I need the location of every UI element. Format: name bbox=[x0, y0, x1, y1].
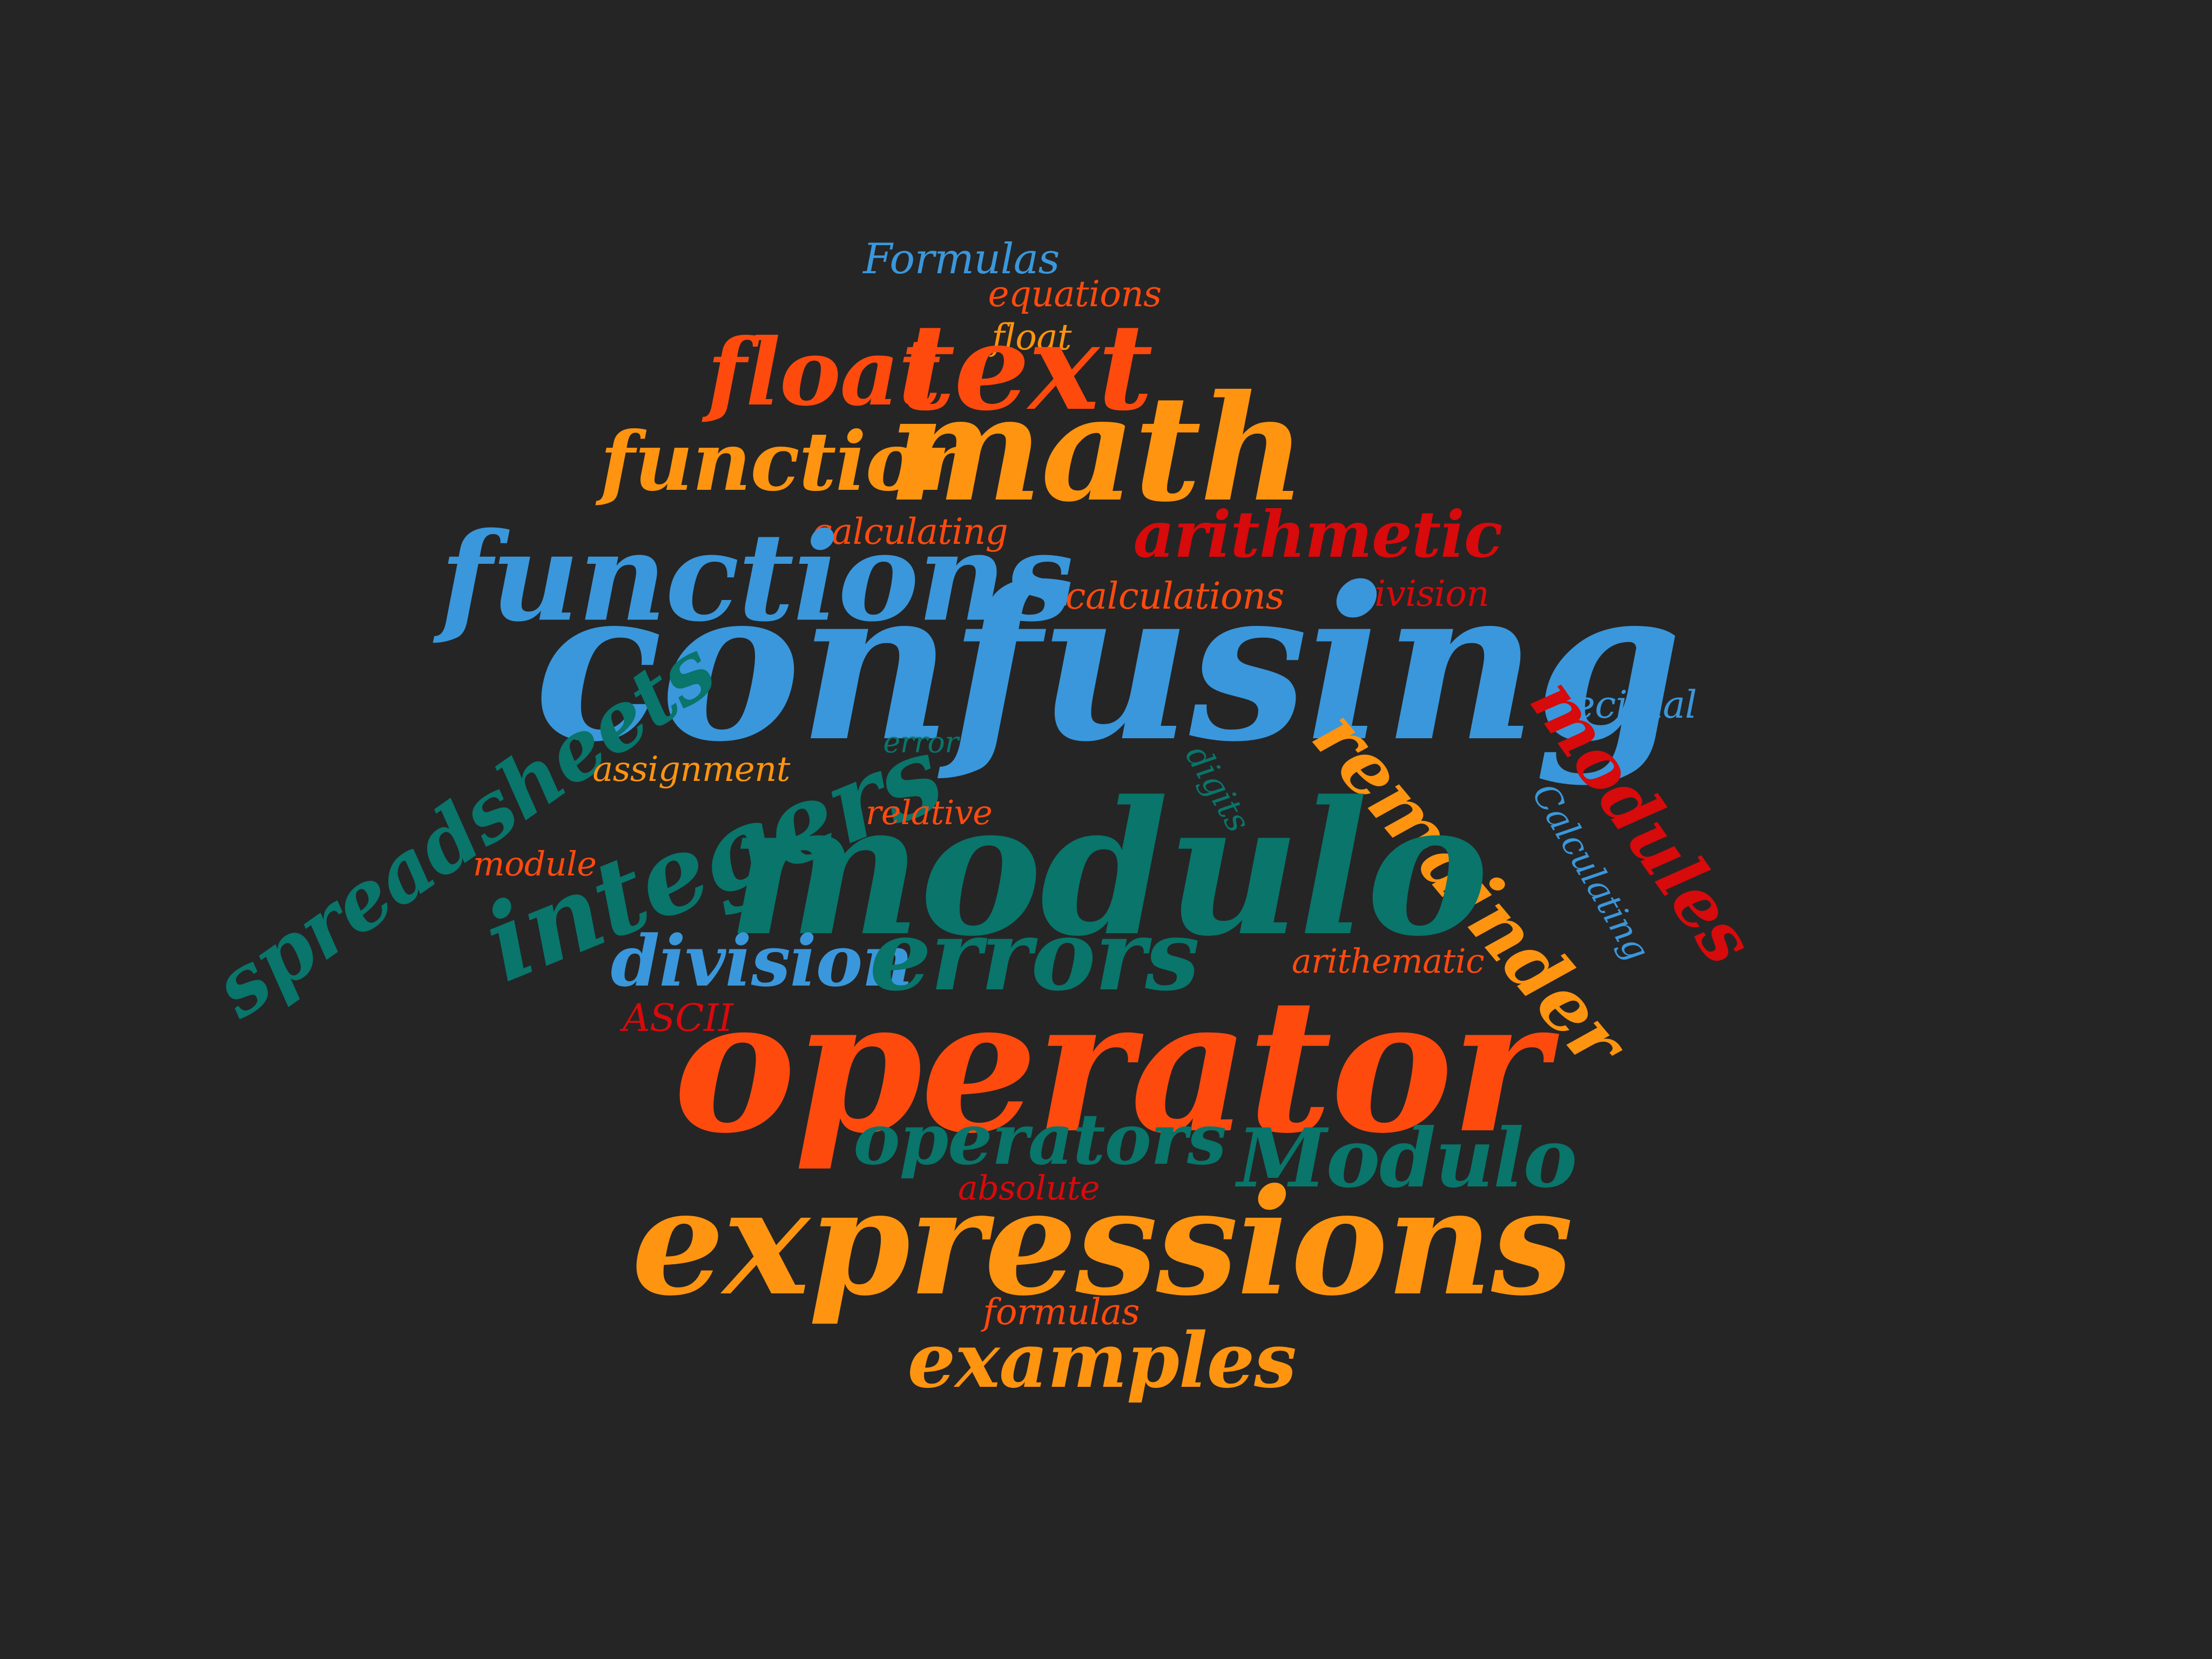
word-modulo: modulo bbox=[727, 761, 1488, 977]
word-ascii: ASCII bbox=[623, 996, 733, 1040]
word-calculating: calculating bbox=[812, 511, 1008, 552]
word-modulo-upper: Modulo bbox=[1237, 1111, 1577, 1206]
word-confusing: confusing bbox=[534, 541, 1682, 788]
word-relative: relative bbox=[865, 793, 993, 832]
word-error: error bbox=[883, 725, 959, 759]
word-math: math bbox=[888, 362, 1306, 534]
word-float: float bbox=[707, 319, 941, 427]
word-formulas-upper: Formulas bbox=[863, 235, 1060, 284]
word-equations: equations bbox=[988, 273, 1162, 315]
word-examples: examples bbox=[907, 1317, 1297, 1405]
word-arithmetic: arithmetic bbox=[1133, 497, 1502, 572]
word-division-upper: Division bbox=[1346, 573, 1489, 615]
word-operator: operator bbox=[673, 959, 1548, 1174]
word-text: text bbox=[900, 297, 1153, 437]
word-formulas: formulas bbox=[983, 1291, 1140, 1333]
word-calculations: calculations bbox=[1065, 575, 1284, 618]
word-functions: functions bbox=[440, 506, 1074, 649]
word-assignment: assignment bbox=[592, 750, 790, 790]
word-expressions: expressions bbox=[631, 1156, 1574, 1328]
word-operators: operators bbox=[853, 1098, 1226, 1181]
word-division: division bbox=[610, 920, 913, 1002]
word-arithematic: arithematic bbox=[1291, 941, 1485, 981]
word-decimal: decimal bbox=[1549, 683, 1697, 727]
word-function: function bbox=[600, 414, 977, 509]
word-absolute: absolute bbox=[957, 1168, 1100, 1208]
word-errors: errors bbox=[869, 899, 1199, 1013]
word-module: module bbox=[473, 844, 597, 884]
word-float-small: float bbox=[992, 316, 1072, 358]
